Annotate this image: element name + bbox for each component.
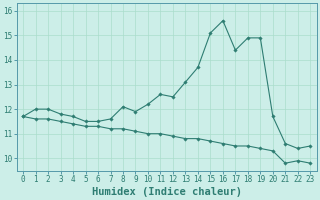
X-axis label: Humidex (Indice chaleur): Humidex (Indice chaleur) bbox=[92, 186, 242, 197]
